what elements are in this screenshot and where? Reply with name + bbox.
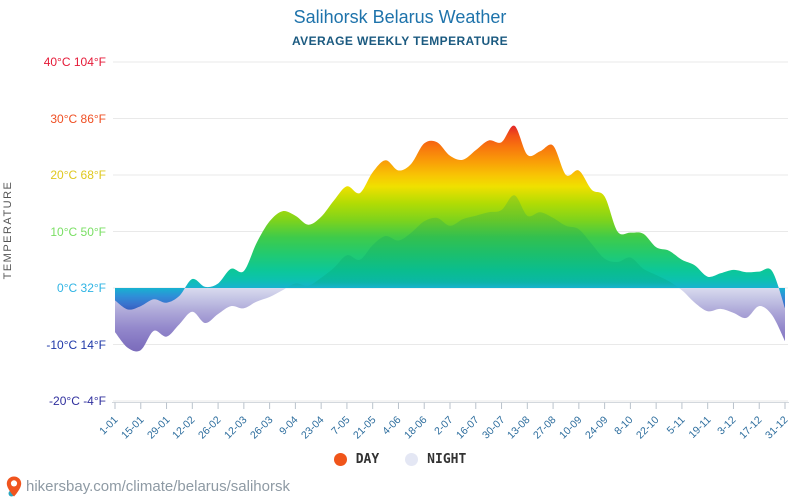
chart-legend: DAY NIGHT xyxy=(0,452,800,467)
chart-subtitle: AVERAGE WEEKLY TEMPERATURE xyxy=(292,34,508,48)
y-tick-label: -20°C -4°F xyxy=(49,394,106,408)
footer-url: hikersbay.com/climate/belarus/salihorsk xyxy=(26,478,290,495)
x-axis xyxy=(112,402,789,409)
y-tick-label: -10°C 14°F xyxy=(46,337,106,352)
legend-night-label: NIGHT xyxy=(427,452,467,467)
legend-item-day[interactable]: DAY xyxy=(333,452,380,467)
day-series-dot-icon xyxy=(333,453,347,466)
y-tick-label: 0°C 32°F xyxy=(57,281,106,295)
y-tick-label: 30°C 86°F xyxy=(50,111,106,126)
grid-lines xyxy=(113,61,788,402)
map-pin-icon xyxy=(6,476,22,497)
legend-item-night[interactable]: NIGHT xyxy=(405,452,466,467)
y-tick-label: 10°C 50°F xyxy=(50,224,106,239)
page-title: Salihorsk Belarus Weather xyxy=(293,7,507,27)
footer-link[interactable]: hikersbay.com/climate/belarus/salihorsk xyxy=(6,476,290,497)
night-series-dot-icon xyxy=(405,453,419,466)
y-tick-label: 20°C 68°F xyxy=(50,168,106,182)
night-area-overlay xyxy=(115,195,785,352)
legend-day-label: DAY xyxy=(355,452,380,467)
y-tick-label: 40°C 104°F xyxy=(43,55,106,69)
